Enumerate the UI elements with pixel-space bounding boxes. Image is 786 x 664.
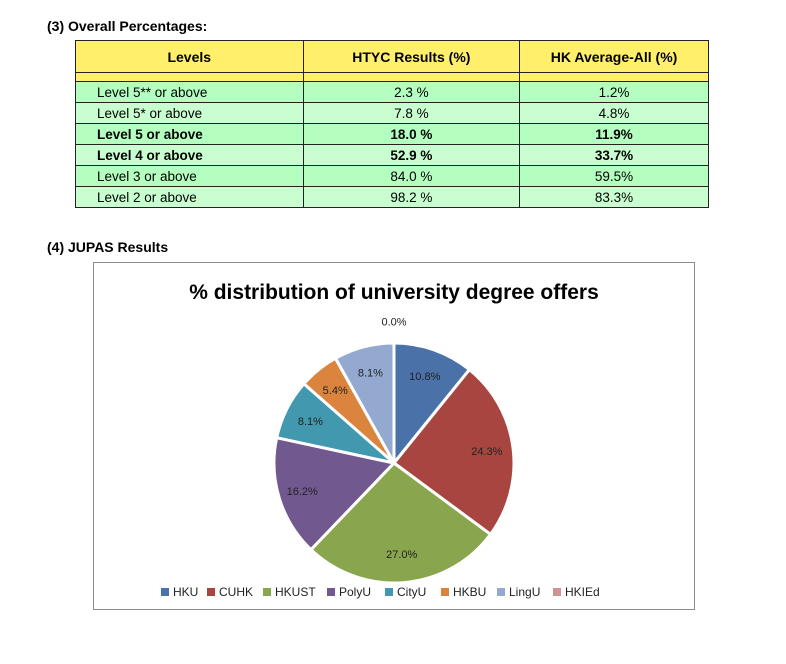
cell-htyc-result: 98.2 % [302, 186, 521, 208]
table-header-row: Levels HTYC Results (%) HK Average-All (… [75, 40, 709, 73]
pie-chart-frame: % distribution of university degree offe… [93, 262, 695, 610]
pie-slice-polyu [272, 436, 396, 552]
chart-title: % distribution of university degree offe… [189, 281, 599, 304]
table-row: Level 3 or above 84.0 % 59.5% [75, 165, 709, 187]
legend-label-hkust: HKUST [275, 585, 316, 599]
table-row: Level 4 or above 52.9 % 33.7% [75, 144, 709, 166]
pie-slice-hkust [309, 461, 492, 585]
cell-level: Level 2 or above [75, 186, 304, 208]
cell-hk-average: 33.7% [519, 144, 709, 166]
pie-slice-cuhk [392, 368, 516, 536]
cell-htyc-result: 84.0 % [302, 165, 521, 187]
data-label-hkied: 0.0% [381, 316, 406, 328]
table-row: Level 2 or above 98.2 % 83.3% [75, 186, 709, 208]
pie-slice-hku [392, 341, 471, 465]
table-spacer-row [75, 72, 709, 82]
data-label-hkust: 27.0% [386, 549, 417, 561]
legend-swatch-cityu [385, 588, 393, 596]
legend-label-cuhk: CUHK [219, 585, 253, 599]
header-htyc-results: HTYC Results (%) [302, 40, 521, 73]
table-row: Level 5* or above 7.8 % 4.8% [75, 102, 709, 124]
cell-hk-average: 11.9% [519, 123, 709, 145]
legend-swatch-hku [161, 588, 169, 596]
legend-swatch-lingu [497, 588, 505, 596]
legend-label-lingu: LingU [509, 585, 540, 599]
cell-htyc-result: 52.9 % [302, 144, 521, 166]
data-label-lingu: 8.1% [358, 367, 383, 379]
cell-level: Level 5* or above [75, 102, 304, 124]
cell-htyc-result: 18.0 % [302, 123, 521, 145]
legend-swatch-cuhk [207, 588, 215, 596]
section-3-heading: (3) Overall Percentages: [47, 18, 208, 34]
legend-label-cityu: CityU [397, 585, 426, 599]
data-label-cuhk: 24.3% [471, 446, 502, 458]
legend-label-hkbu: HKBU [453, 585, 486, 599]
cell-htyc-result: 7.8 % [302, 102, 521, 124]
cell-level: Level 5 or above [75, 123, 304, 145]
legend-swatch-hkust [263, 588, 271, 596]
data-label-polyu: 16.2% [287, 486, 318, 498]
pie-slice-lingu [333, 341, 396, 465]
pie-chart: % distribution of university degree offe… [161, 281, 600, 599]
cell-level: Level 3 or above [75, 165, 304, 187]
cell-hk-average: 59.5% [519, 165, 709, 187]
legend-swatch-hkied [553, 588, 561, 596]
table-row: Level 5** or above 2.3 % 1.2% [75, 81, 709, 103]
legend-swatch-polyu [327, 588, 335, 596]
section-4-heading: (4) JUPAS Results [47, 239, 169, 255]
header-levels: Levels [75, 40, 304, 73]
overall-percentages-table: Levels HTYC Results (%) HK Average-All (… [75, 40, 709, 208]
table-row: Level 5 or above 18.0 % 11.9% [75, 123, 709, 145]
data-label-hku: 10.8% [409, 371, 440, 383]
cell-hk-average: 83.3% [519, 186, 709, 208]
legend-label-hkied: HKIEd [565, 585, 600, 599]
cell-hk-average: 4.8% [519, 102, 709, 124]
cell-level: Level 5** or above [75, 81, 304, 103]
legend-label-polyu: PolyU [339, 585, 371, 599]
legend-swatch-hkbu [441, 588, 449, 596]
cell-htyc-result: 2.3 % [302, 81, 521, 103]
cell-hk-average: 1.2% [519, 81, 709, 103]
data-label-hkbu: 5.4% [323, 385, 348, 397]
cell-level: Level 4 or above [75, 144, 304, 166]
header-hk-average: HK Average-All (%) [519, 40, 709, 73]
legend-label-hku: HKU [173, 585, 198, 599]
data-label-cityu: 8.1% [298, 416, 323, 428]
